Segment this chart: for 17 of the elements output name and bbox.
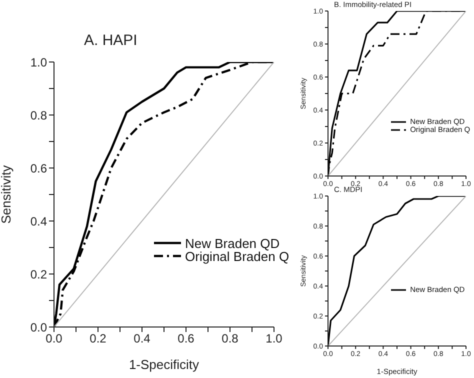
y-tick-label: 1.0 <box>30 55 48 70</box>
y-tick-label: 0.0 <box>30 320 48 334</box>
x-tick-label: 0.2 <box>90 332 107 346</box>
legend-label: New Braden QD <box>185 236 280 251</box>
x-tick-label: 0.8 <box>222 332 239 346</box>
y-axis-title: Sensitivity <box>0 164 14 224</box>
chart-title: A. HAPI <box>84 32 138 49</box>
y-tick-label: 0.8 <box>30 108 48 122</box>
y-tick-label: 0.6 <box>30 161 48 176</box>
line-series <box>328 196 466 346</box>
y-tick-label: 0.2 <box>30 267 48 282</box>
x-tick-label: 0.0 <box>46 332 63 346</box>
x-tick-label: 0.6 <box>178 332 195 346</box>
y-tick-label: 0.4 <box>30 214 48 228</box>
x-tick-label: 1.0 <box>266 332 283 346</box>
x-tick-label: 0.4 <box>134 332 151 346</box>
x-axis-title: 1-Specificity <box>128 357 200 372</box>
